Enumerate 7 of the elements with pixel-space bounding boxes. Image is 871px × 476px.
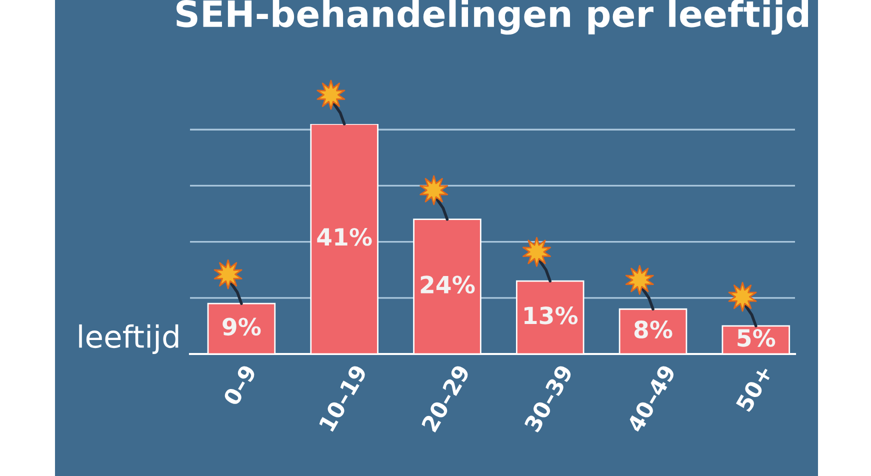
data-label: 5% [738, 328, 776, 347]
data-label: 13% [524, 306, 578, 324]
data-label: 9% [222, 318, 261, 336]
x-axis-title: leeftijd [79, 324, 178, 354]
data-label: 41% [317, 228, 372, 246]
data-label: 8% [634, 320, 672, 338]
data-label: 24% [420, 276, 475, 294]
